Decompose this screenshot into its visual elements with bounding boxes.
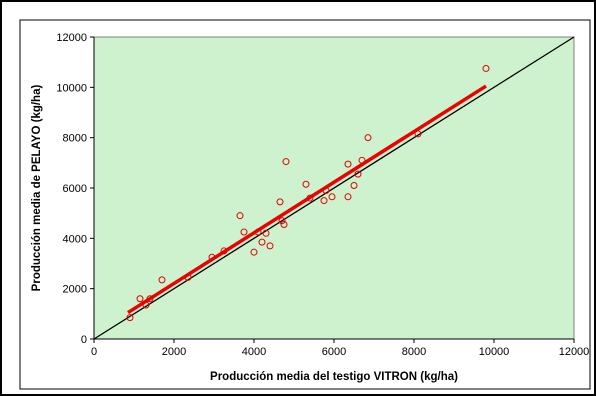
x-tick-label: 12000 xyxy=(559,346,590,358)
y-tick-label: 0 xyxy=(81,334,87,346)
data-point-25 xyxy=(344,160,352,168)
data-point-12 xyxy=(258,238,266,246)
y-tick-label: 12000 xyxy=(56,32,87,44)
data-point-31 xyxy=(482,64,490,72)
data-point-30 xyxy=(414,130,422,138)
y-axis-label: Producción media de PELAYO (kg/ha) xyxy=(31,85,43,292)
data-point-26 xyxy=(350,181,358,189)
data-point-23 xyxy=(328,193,336,201)
reference-line xyxy=(93,36,575,340)
x-tick-label: 8000 xyxy=(402,346,426,358)
data-point-18 xyxy=(282,158,290,166)
data-point-13 xyxy=(262,229,270,237)
data-point-27 xyxy=(354,170,362,178)
data-point-1 xyxy=(136,295,144,303)
data-point-9 xyxy=(240,228,248,236)
data-point-21 xyxy=(320,197,328,205)
data-point-7 xyxy=(220,247,228,255)
data-point-28 xyxy=(358,156,366,164)
x-tick-label: 0 xyxy=(91,346,97,358)
data-point-19 xyxy=(302,180,310,188)
data-point-3 xyxy=(146,295,154,303)
data-point-2 xyxy=(142,301,150,309)
data-point-0 xyxy=(126,314,134,322)
y-tick-label: 2000 xyxy=(63,284,87,296)
y-tick-label: 10000 xyxy=(56,82,87,94)
data-point-24 xyxy=(344,193,352,201)
y-tick-label: 4000 xyxy=(63,233,87,245)
x-tick-label: 4000 xyxy=(242,346,266,358)
data-point-16 xyxy=(278,217,286,225)
data-point-5 xyxy=(184,273,192,281)
y-tick-label: 6000 xyxy=(63,183,87,195)
x-tick-label: 2000 xyxy=(162,346,186,358)
data-point-29 xyxy=(364,134,372,142)
y-tick-label: 8000 xyxy=(63,133,87,145)
data-point-20 xyxy=(306,194,314,202)
data-point-11 xyxy=(254,228,262,236)
data-point-4 xyxy=(158,276,166,284)
x-tick-label: 10000 xyxy=(479,346,510,358)
data-point-14 xyxy=(266,242,274,250)
data-point-6 xyxy=(208,253,216,261)
data-point-10 xyxy=(250,248,258,256)
x-tick-label: 6000 xyxy=(322,346,346,358)
data-point-17 xyxy=(280,220,288,228)
data-point-22 xyxy=(322,187,330,195)
data-point-8 xyxy=(236,212,244,220)
x-axis-label: Producción media del testigo VITRON (kg/… xyxy=(210,371,458,383)
data-point-15 xyxy=(276,198,284,206)
